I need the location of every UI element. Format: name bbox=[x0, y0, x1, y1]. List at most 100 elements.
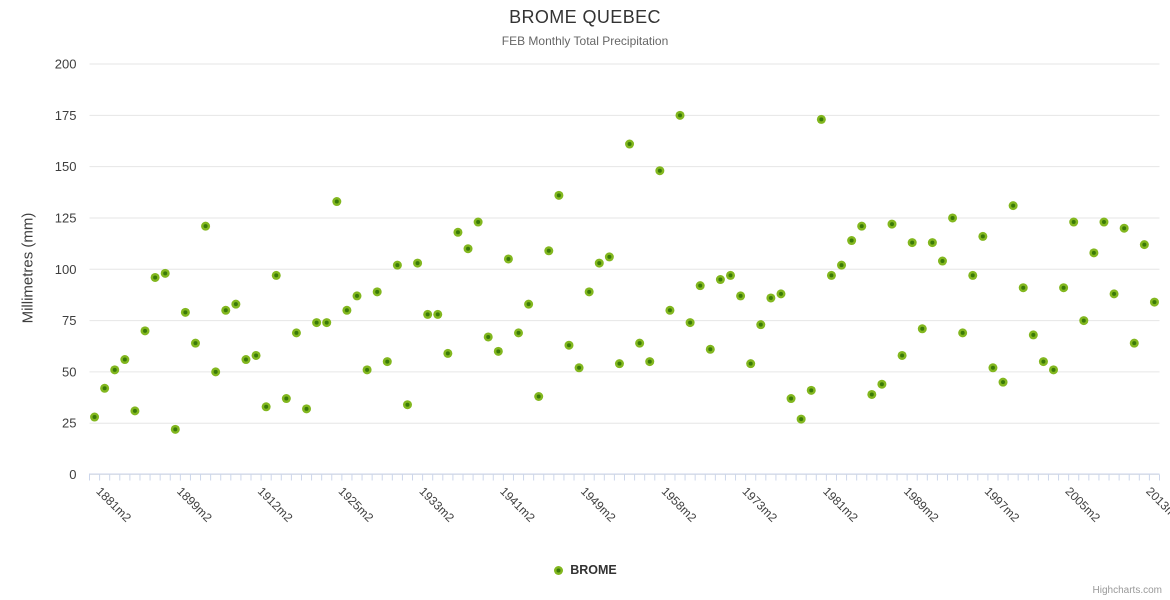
data-point bbox=[1089, 248, 1099, 258]
data-point bbox=[998, 377, 1008, 387]
data-point bbox=[927, 238, 937, 248]
data-point bbox=[625, 139, 635, 149]
x-axis-tick-label: 2013m2 bbox=[1143, 484, 1170, 525]
data-point bbox=[332, 197, 342, 207]
data-point bbox=[1149, 297, 1159, 307]
data-point bbox=[826, 270, 836, 280]
data-point bbox=[534, 392, 544, 402]
data-point bbox=[544, 246, 554, 256]
x-axis-tick-label: 1899m2 bbox=[174, 484, 215, 525]
data-point bbox=[554, 190, 564, 200]
data-point bbox=[675, 110, 685, 120]
data-point bbox=[857, 221, 867, 231]
data-point bbox=[493, 346, 503, 356]
data-point bbox=[271, 270, 281, 280]
data-point bbox=[342, 305, 352, 315]
x-axis-tick-label: 2005m2 bbox=[1062, 484, 1103, 525]
y-axis-tick-label: 0 bbox=[69, 467, 76, 482]
data-point bbox=[1049, 365, 1059, 375]
data-point bbox=[1038, 357, 1048, 367]
data-point bbox=[170, 424, 180, 434]
data-point bbox=[887, 219, 897, 229]
data-point bbox=[241, 355, 251, 365]
x-axis-tick-label: 1981m2 bbox=[820, 484, 861, 525]
data-point bbox=[877, 379, 887, 389]
data-point bbox=[645, 357, 655, 367]
data-point bbox=[574, 363, 584, 373]
data-point bbox=[473, 217, 483, 227]
data-point bbox=[524, 299, 534, 309]
data-point bbox=[1139, 240, 1149, 250]
data-point bbox=[392, 260, 402, 270]
data-point bbox=[483, 332, 493, 342]
data-point bbox=[978, 231, 988, 241]
legend-item-brome[interactable]: BROME bbox=[0, 563, 1170, 577]
y-axis-tick-label: 25 bbox=[62, 416, 76, 431]
data-point bbox=[594, 258, 604, 268]
data-point bbox=[736, 291, 746, 301]
x-axis-tick-label: 1941m2 bbox=[497, 484, 538, 525]
data-point bbox=[251, 350, 261, 360]
data-point bbox=[211, 367, 221, 377]
data-point bbox=[352, 291, 362, 301]
chart-subtitle: FEB Monthly Total Precipitation bbox=[501, 34, 669, 48]
data-point bbox=[120, 355, 130, 365]
x-axis-tick-label: 1881m2 bbox=[93, 484, 134, 525]
data-point bbox=[382, 357, 392, 367]
data-point bbox=[190, 338, 200, 348]
x-axis-tick-label: 1925m2 bbox=[336, 484, 377, 525]
x-axis-tick-label: 1912m2 bbox=[255, 484, 296, 525]
x-axis-tick-label: 1949m2 bbox=[578, 484, 619, 525]
x-axis-tick-label: 1933m2 bbox=[416, 484, 457, 525]
data-point bbox=[503, 254, 513, 264]
data-point bbox=[180, 307, 190, 317]
y-axis-tick-label: 100 bbox=[55, 262, 77, 277]
chart-title: BROME QUEBEC bbox=[509, 7, 661, 27]
data-point bbox=[816, 114, 826, 124]
data-point bbox=[897, 350, 907, 360]
data-point bbox=[776, 289, 786, 299]
data-point bbox=[1018, 283, 1028, 293]
highcharts-credit-link[interactable]: Highcharts.com bbox=[1092, 585, 1162, 596]
y-axis-tick-label: 75 bbox=[62, 313, 76, 328]
data-point bbox=[291, 328, 301, 338]
data-point bbox=[665, 305, 675, 315]
legend-label: BROME bbox=[570, 563, 617, 577]
data-point bbox=[1028, 330, 1038, 340]
data-point bbox=[90, 412, 100, 422]
data-point bbox=[140, 326, 150, 336]
data-point bbox=[766, 293, 776, 303]
data-point bbox=[1119, 223, 1129, 233]
data-point bbox=[160, 268, 170, 278]
data-point bbox=[261, 402, 271, 412]
data-point bbox=[231, 299, 241, 309]
data-point bbox=[695, 281, 705, 291]
y-axis-tick-label: 125 bbox=[55, 210, 77, 225]
data-point bbox=[453, 227, 463, 237]
data-point bbox=[281, 394, 291, 404]
data-point bbox=[1109, 289, 1119, 299]
data-point bbox=[413, 258, 423, 268]
data-point bbox=[786, 394, 796, 404]
y-axis-tick-label: 50 bbox=[62, 364, 76, 379]
data-point bbox=[1129, 338, 1139, 348]
data-point bbox=[110, 365, 120, 375]
data-point bbox=[150, 272, 160, 282]
data-point bbox=[806, 385, 816, 395]
data-point bbox=[514, 328, 524, 338]
data-point bbox=[443, 348, 453, 358]
data-point bbox=[655, 166, 665, 176]
data-point bbox=[322, 318, 332, 328]
x-axis-tick-label: 1989m2 bbox=[901, 484, 942, 525]
data-point bbox=[756, 320, 766, 330]
x-axis-tick-label: 1973m2 bbox=[739, 484, 780, 525]
data-point bbox=[907, 238, 917, 248]
data-point bbox=[746, 359, 756, 369]
y-axis-title: Millimetres (mm) bbox=[19, 212, 37, 324]
data-point bbox=[402, 400, 412, 410]
data-point bbox=[837, 260, 847, 270]
data-point bbox=[847, 236, 857, 246]
data-point bbox=[614, 359, 624, 369]
